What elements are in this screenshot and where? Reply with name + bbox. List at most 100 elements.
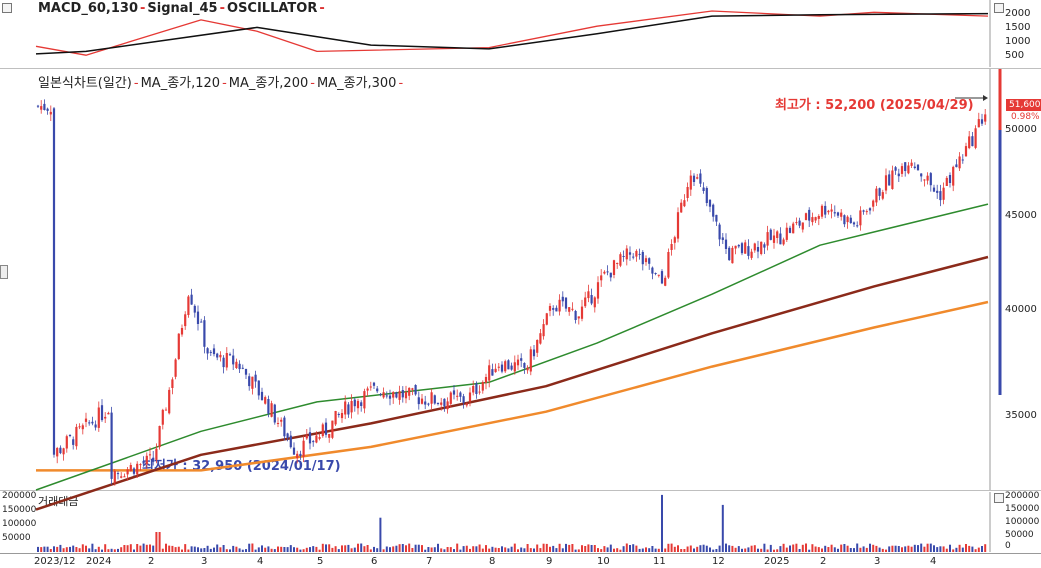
volume-bar — [597, 548, 599, 552]
volume-bar — [69, 546, 71, 552]
volume-bar — [318, 549, 321, 552]
volume-bar — [171, 545, 174, 552]
volume-bar — [862, 546, 865, 552]
candle-body — [881, 192, 884, 199]
candle-body — [782, 239, 785, 245]
candle-body — [88, 422, 91, 424]
candle-body — [875, 188, 878, 203]
volume-bar — [897, 546, 900, 552]
volume-bar — [142, 543, 145, 552]
candle-body — [616, 263, 619, 264]
candle-body — [900, 166, 904, 174]
candle-body — [580, 306, 584, 319]
volume-bar — [869, 543, 871, 552]
candle-body — [353, 399, 356, 407]
candle-body — [577, 316, 580, 319]
volume-bar — [184, 544, 187, 552]
volume-bar — [677, 545, 679, 552]
candle-body — [683, 200, 686, 207]
volume-bar — [878, 547, 881, 552]
volume-bar — [344, 545, 347, 552]
x-tick-label: 2024 — [86, 556, 112, 567]
candle-body — [340, 413, 344, 419]
volume-bar — [286, 547, 289, 552]
x-tick-label: 2 — [820, 556, 827, 567]
candle-body — [238, 363, 241, 370]
candle-body — [788, 227, 792, 233]
volume-bar — [571, 544, 574, 552]
candle-body — [321, 424, 324, 437]
candle-body — [801, 222, 804, 230]
volume-bar — [705, 545, 708, 552]
volume-bar — [933, 545, 935, 552]
volume-bar — [542, 543, 545, 552]
candle-body — [763, 244, 766, 248]
x-tick-label: 5 — [317, 556, 324, 567]
volume-bar — [462, 546, 465, 552]
macd-panel-toggle-right[interactable] — [994, 3, 1004, 13]
candle-body — [481, 382, 484, 391]
volume-bar — [459, 549, 462, 552]
volume-bar — [888, 546, 891, 552]
volume-bar — [533, 548, 535, 552]
volume-bar — [625, 543, 628, 552]
volume-bar — [945, 548, 948, 552]
candle-body — [251, 376, 254, 389]
candle-body — [472, 386, 475, 393]
volume-bar — [267, 546, 270, 552]
signal-line — [35, 12, 989, 55]
candle-body — [910, 162, 913, 166]
volume-bar — [497, 548, 500, 552]
volume-panel-toggle-right[interactable] — [994, 493, 1004, 503]
candle-body — [56, 448, 59, 457]
candle-body — [516, 359, 520, 366]
volume-bar — [200, 548, 203, 552]
candle-body — [161, 409, 164, 425]
candle-body — [574, 311, 577, 320]
volume-bar — [145, 544, 148, 552]
y-axis-marker[interactable] — [0, 265, 8, 279]
volume-bar — [421, 545, 423, 552]
candle-body — [196, 311, 200, 324]
candle-body — [446, 401, 449, 410]
candle-body — [465, 403, 468, 406]
candle-body — [862, 210, 865, 212]
volume-bar — [763, 543, 766, 552]
volume-bar — [664, 548, 667, 552]
volume-bar — [747, 547, 750, 552]
candle-body — [100, 405, 104, 421]
volume-bar — [619, 549, 622, 552]
volume-bar — [539, 548, 542, 552]
candle-body — [932, 187, 936, 192]
y-tick-label: 200000 — [2, 491, 37, 501]
candle-body — [936, 190, 939, 193]
candle-body — [328, 434, 331, 438]
candle-body — [449, 392, 452, 404]
volume-bar — [549, 546, 551, 552]
macd-panel-toggle[interactable] — [2, 3, 12, 13]
candle-body — [776, 231, 779, 238]
volume-bar — [859, 547, 862, 552]
volume-bar — [779, 546, 782, 552]
candle-body — [849, 217, 852, 223]
candle-body — [289, 435, 292, 448]
volume-bar — [72, 545, 75, 552]
volume-bar — [965, 544, 967, 552]
volume-bar — [85, 545, 87, 552]
volume-bar — [408, 543, 411, 552]
volume-bar — [648, 548, 651, 552]
candle-body — [692, 175, 696, 182]
candle-body — [600, 275, 603, 281]
candle-body — [612, 260, 616, 275]
candle-body — [318, 437, 321, 439]
macd-line — [35, 10, 989, 56]
candle-body — [395, 392, 398, 398]
candle-body — [708, 199, 712, 207]
candle-body — [769, 229, 772, 240]
candle-body — [494, 368, 497, 373]
candle-body — [731, 247, 734, 264]
volume-bar — [161, 548, 164, 552]
volume-bar — [392, 546, 395, 552]
volume-bar — [923, 546, 926, 552]
volume-bar — [942, 546, 945, 552]
